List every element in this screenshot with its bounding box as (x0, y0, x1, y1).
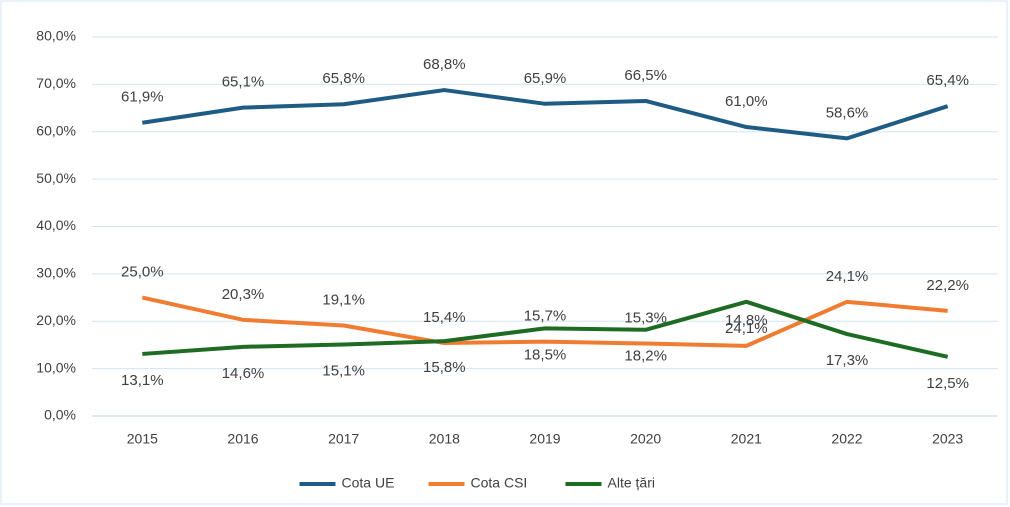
y-tick-label: 0,0% (44, 407, 76, 423)
legend-label: Alte țări (608, 475, 655, 491)
x-tick-label: 2017 (328, 431, 359, 447)
data-label: 19,1% (322, 291, 365, 308)
data-label: 25,0% (121, 264, 164, 281)
series-line (141, 295, 948, 348)
x-tick-label: 2019 (529, 431, 560, 447)
data-label: 68,8% (423, 56, 466, 73)
x-tick-label: 2016 (227, 431, 258, 447)
x-tick-label: 2018 (429, 431, 460, 447)
data-label: 17,3% (826, 352, 869, 369)
y-tick-label: 10,0% (36, 359, 76, 375)
y-tick-label: 50,0% (36, 170, 76, 186)
data-label: 13,1% (121, 372, 164, 389)
data-label: 15,3% (624, 309, 667, 326)
x-tick-label: 2020 (630, 431, 661, 447)
legend-label: Cota CSI (471, 475, 528, 491)
y-tick-label: 40,0% (36, 217, 76, 233)
data-label: 20,3% (222, 286, 265, 303)
data-label: 24,1% (725, 320, 768, 337)
data-label: 18,2% (624, 348, 667, 365)
data-label: 15,8% (423, 359, 466, 376)
legend-label: Cota UE (342, 475, 395, 491)
data-label: 12,5% (926, 375, 969, 392)
y-tick-label: 80,0% (36, 28, 76, 44)
data-label: 65,9% (524, 70, 567, 87)
x-tick-label: 2022 (831, 431, 862, 447)
data-label: 15,1% (322, 362, 365, 379)
data-label: 65,1% (222, 74, 265, 91)
data-label: 15,4% (423, 309, 466, 326)
data-label: 14,6% (222, 365, 265, 382)
x-tick-label: 2023 (932, 431, 963, 447)
data-label: 58,6% (826, 104, 869, 121)
y-tick-label: 20,0% (36, 312, 76, 328)
data-label: 61,9% (121, 89, 164, 106)
data-label: 61,0% (725, 93, 768, 110)
x-tick-label: 2021 (731, 431, 762, 447)
data-label: 24,1% (826, 268, 869, 285)
data-label: 65,8% (322, 70, 365, 87)
data-label: 22,2% (926, 277, 969, 294)
x-tick-label: 2015 (127, 431, 158, 447)
y-tick-label: 30,0% (36, 265, 76, 281)
y-tick-label: 60,0% (36, 122, 76, 138)
data-label: 18,5% (524, 346, 567, 363)
data-label: 15,7% (524, 308, 567, 325)
series-line (142, 88, 949, 141)
data-label: 66,5% (624, 67, 667, 84)
data-label: 14,8% (725, 312, 768, 329)
y-tick-label: 70,0% (36, 75, 76, 91)
series-line (142, 299, 949, 359)
data-label: 65,4% (926, 72, 969, 89)
